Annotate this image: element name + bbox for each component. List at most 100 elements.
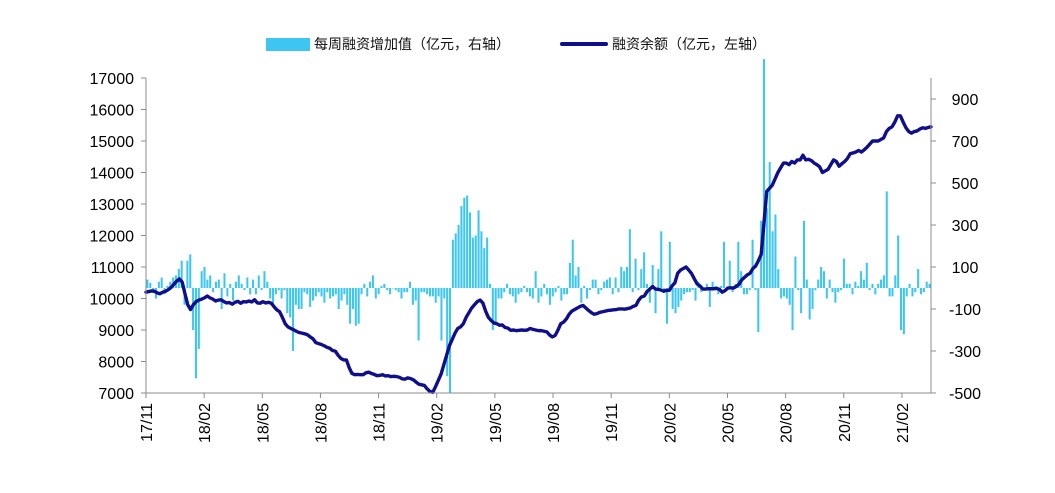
bar bbox=[212, 288, 215, 293]
bar bbox=[568, 262, 571, 288]
line-series bbox=[144, 114, 933, 395]
bar bbox=[885, 191, 888, 288]
bar bbox=[260, 288, 263, 291]
legend-item-balance: 融资余额（亿元，左轴） bbox=[560, 34, 766, 54]
bar bbox=[417, 288, 420, 341]
bar bbox=[862, 279, 865, 288]
bar bbox=[363, 283, 366, 288]
bar bbox=[620, 267, 623, 288]
bar bbox=[905, 288, 908, 297]
bar bbox=[423, 288, 426, 293]
left-tick-label: 17000 bbox=[90, 71, 135, 88]
bar bbox=[283, 288, 286, 291]
bar bbox=[897, 235, 900, 288]
bar bbox=[454, 233, 457, 288]
bar bbox=[351, 288, 354, 309]
bar bbox=[557, 285, 560, 288]
bar bbox=[434, 288, 437, 303]
bar bbox=[371, 275, 374, 288]
bar bbox=[774, 214, 777, 288]
bar bbox=[737, 241, 740, 288]
bar bbox=[297, 288, 300, 309]
bar bbox=[400, 288, 403, 299]
bar bbox=[420, 288, 423, 293]
bar bbox=[671, 288, 674, 309]
legend-item-weekly-increase: 每周融资增加值（亿元，右轴） bbox=[266, 34, 510, 54]
bar bbox=[354, 288, 357, 326]
bar bbox=[797, 288, 800, 291]
bar bbox=[617, 288, 620, 293]
bar bbox=[825, 288, 828, 299]
bar bbox=[209, 275, 212, 288]
bar bbox=[474, 235, 477, 288]
bar bbox=[648, 288, 651, 303]
bar bbox=[925, 281, 928, 288]
bar bbox=[334, 288, 337, 295]
bar bbox=[252, 279, 255, 288]
left-tick-label: 7000 bbox=[98, 386, 134, 403]
bar bbox=[820, 267, 823, 288]
bar bbox=[528, 288, 531, 297]
bar bbox=[688, 288, 691, 293]
bar bbox=[891, 288, 894, 297]
bar bbox=[497, 288, 500, 299]
bar bbox=[349, 288, 352, 324]
bar bbox=[594, 279, 597, 288]
bar bbox=[480, 231, 483, 288]
bar bbox=[842, 258, 845, 288]
bar bbox=[625, 267, 629, 288]
bar bbox=[217, 279, 220, 288]
bar bbox=[500, 288, 503, 299]
bar bbox=[908, 283, 911, 288]
x-tick-label: 19/08 bbox=[546, 403, 563, 443]
bar bbox=[203, 267, 206, 288]
bar bbox=[232, 288, 235, 301]
x-tick-label: 18/05 bbox=[255, 403, 272, 443]
bar bbox=[274, 288, 277, 295]
bar bbox=[834, 288, 837, 303]
bar bbox=[634, 258, 637, 288]
bar bbox=[360, 288, 363, 295]
bar bbox=[566, 288, 569, 295]
right-tick-label: 700 bbox=[952, 134, 979, 151]
bar bbox=[802, 220, 806, 288]
bar bbox=[831, 288, 834, 293]
bar bbox=[488, 283, 492, 288]
bar bbox=[523, 285, 526, 288]
left-tick-label: 16000 bbox=[90, 103, 135, 120]
bar bbox=[411, 288, 414, 305]
bar bbox=[531, 288, 534, 299]
bar bbox=[506, 283, 509, 288]
balance-line bbox=[144, 114, 933, 395]
bar bbox=[309, 288, 312, 307]
bar bbox=[571, 239, 574, 288]
left-tick-label: 12000 bbox=[90, 229, 135, 246]
bar bbox=[683, 288, 686, 295]
bar bbox=[386, 288, 389, 291]
x-tick-label: 20/05 bbox=[720, 403, 737, 443]
bar bbox=[383, 283, 386, 288]
bar bbox=[240, 283, 243, 288]
bar bbox=[249, 288, 252, 295]
bar bbox=[637, 288, 640, 291]
bar bbox=[303, 288, 306, 293]
bar bbox=[888, 288, 891, 297]
bar bbox=[277, 288, 280, 291]
bar bbox=[272, 288, 275, 305]
right-tick-label: 500 bbox=[952, 176, 979, 193]
x-tick-label: 20/02 bbox=[662, 403, 679, 443]
bar bbox=[651, 264, 654, 288]
bar bbox=[186, 260, 189, 288]
bar bbox=[708, 288, 711, 307]
bar bbox=[757, 288, 760, 333]
bar bbox=[643, 252, 646, 288]
bar bbox=[197, 288, 200, 349]
bar bbox=[628, 229, 631, 288]
bar bbox=[583, 285, 586, 288]
bar bbox=[645, 283, 649, 288]
bar bbox=[865, 262, 868, 288]
bar bbox=[668, 241, 671, 288]
bar bbox=[146, 279, 149, 288]
bar bbox=[837, 288, 840, 293]
bar bbox=[377, 288, 380, 295]
